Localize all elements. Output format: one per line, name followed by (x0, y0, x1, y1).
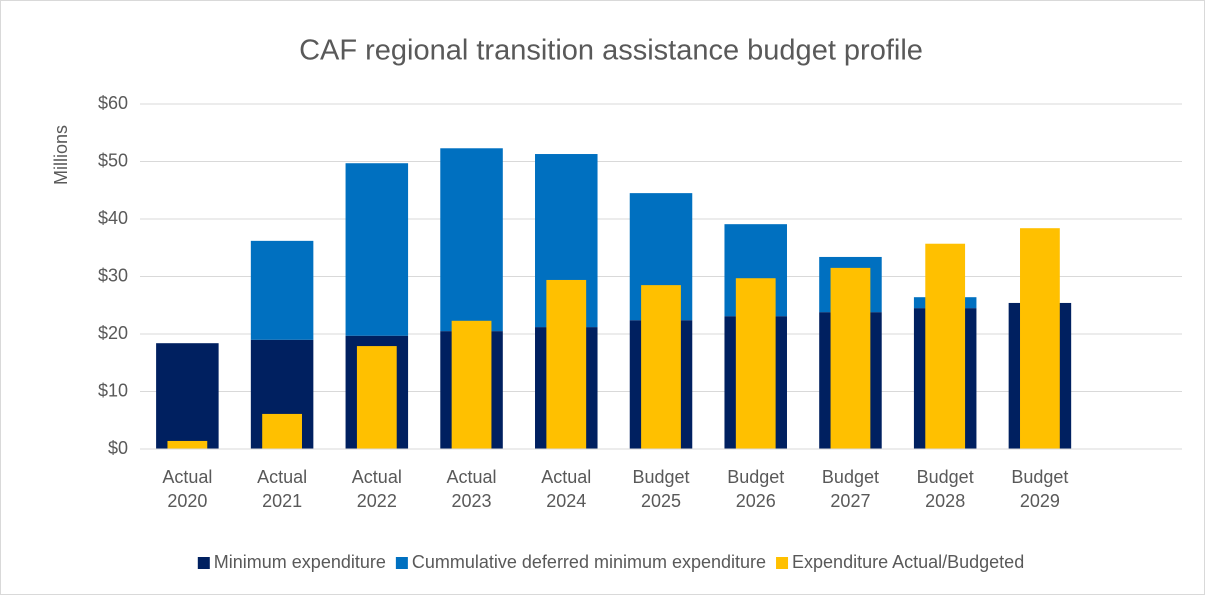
y-tick-label: $0 (108, 438, 128, 458)
bar-segment (250, 240, 314, 340)
y-tick-label: $50 (98, 150, 128, 170)
x-tick-label: 2025 (641, 491, 681, 511)
bar (925, 243, 966, 449)
x-tick-label: Actual (447, 467, 497, 487)
y-tick-label: $30 (98, 265, 128, 285)
x-tick-label: 2027 (830, 491, 870, 511)
bar (167, 440, 208, 449)
x-tick-label: 2028 (925, 491, 965, 511)
x-tick-label: 2024 (546, 491, 586, 511)
x-tick-label: 2023 (452, 491, 492, 511)
legend-label: Minimum expenditure (214, 552, 386, 572)
x-tick-label: Budget (917, 467, 974, 487)
legend-swatch (776, 557, 789, 569)
bar (1020, 228, 1060, 449)
bar (356, 346, 397, 449)
legend-swatch (197, 557, 210, 569)
x-tick-label: Actual (257, 467, 307, 487)
y-axis-label: Millions (51, 125, 71, 185)
bar (735, 278, 776, 449)
bar (641, 285, 681, 449)
y-tick-label: $20 (98, 323, 128, 343)
x-tick-label: Budget (822, 467, 879, 487)
x-tick-label: Actual (162, 467, 212, 487)
x-tick-label: Actual (352, 467, 402, 487)
legend-label: Expenditure Actual/Budgeted (792, 552, 1024, 572)
x-tick-label: Budget (1011, 467, 1068, 487)
bar-segment (440, 148, 503, 332)
legend-label: Cummulative deferred minimum expenditure (412, 552, 766, 572)
x-tick-label: 2029 (1020, 491, 1060, 511)
chart-title: CAF regional transition assistance budge… (299, 35, 923, 67)
bar (451, 320, 492, 449)
x-tick-label: Budget (727, 467, 784, 487)
bar (262, 413, 302, 449)
x-tick-label: 2020 (167, 491, 207, 511)
y-tick-label: $10 (98, 380, 128, 400)
bar-segment (156, 343, 219, 449)
y-tick-label: $60 (98, 93, 128, 113)
x-tick-label: Budget (632, 467, 689, 487)
bar-segment (345, 163, 409, 336)
x-tick-label: 2022 (357, 491, 397, 511)
x-tick-label: 2026 (736, 491, 776, 511)
bar (830, 267, 871, 449)
x-tick-label: Actual (541, 467, 591, 487)
bar (546, 279, 587, 449)
y-tick-label: $40 (98, 208, 128, 228)
x-tick-label: 2021 (262, 491, 302, 511)
legend-swatch (395, 557, 408, 569)
